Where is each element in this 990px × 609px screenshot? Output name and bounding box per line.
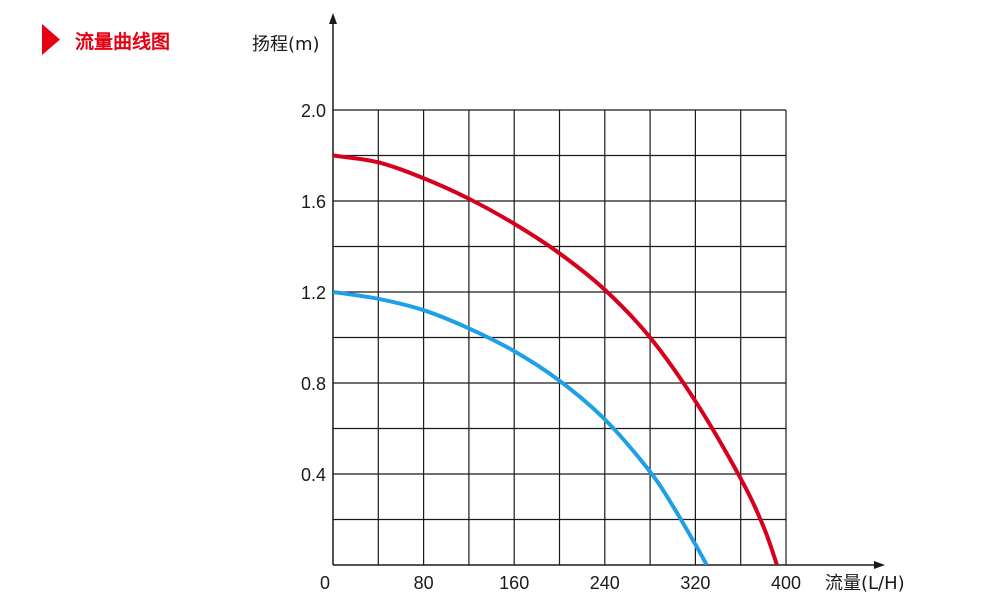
y-tick-labels: 0.4 0.8 1.2 1.6 2.0 — [301, 101, 326, 485]
chart-series — [333, 153, 779, 565]
y-tick-label: 1.6 — [301, 192, 326, 212]
x-tick-label: 0 — [320, 573, 330, 593]
y-tick-label: 1.2 — [301, 283, 326, 303]
x-axis-arrow-icon — [874, 561, 885, 569]
x-tick-label: 400 — [771, 573, 801, 593]
x-tick-label: 160 — [499, 573, 529, 593]
chart-heading: 流量曲线图 — [75, 30, 170, 53]
y-tick-label: 2.0 — [301, 101, 326, 121]
y-axis-label: 扬程(m) — [252, 34, 320, 55]
series-line-blue — [333, 290, 709, 565]
x-tick-label: 320 — [680, 573, 710, 593]
y-axis-arrow-icon — [329, 13, 337, 24]
x-tick-labels: 0 80 160 240 320 400 — [320, 573, 801, 593]
y-tick-label: 0.8 — [301, 374, 326, 394]
series-line-red — [333, 153, 779, 565]
triangle-right-icon — [42, 24, 60, 55]
chart-grid — [333, 109, 787, 565]
x-axis-label: 流量(L/H) — [825, 573, 905, 594]
y-tick-label: 0.4 — [301, 465, 326, 485]
x-tick-label: 240 — [590, 573, 620, 593]
x-tick-label: 80 — [414, 573, 434, 593]
